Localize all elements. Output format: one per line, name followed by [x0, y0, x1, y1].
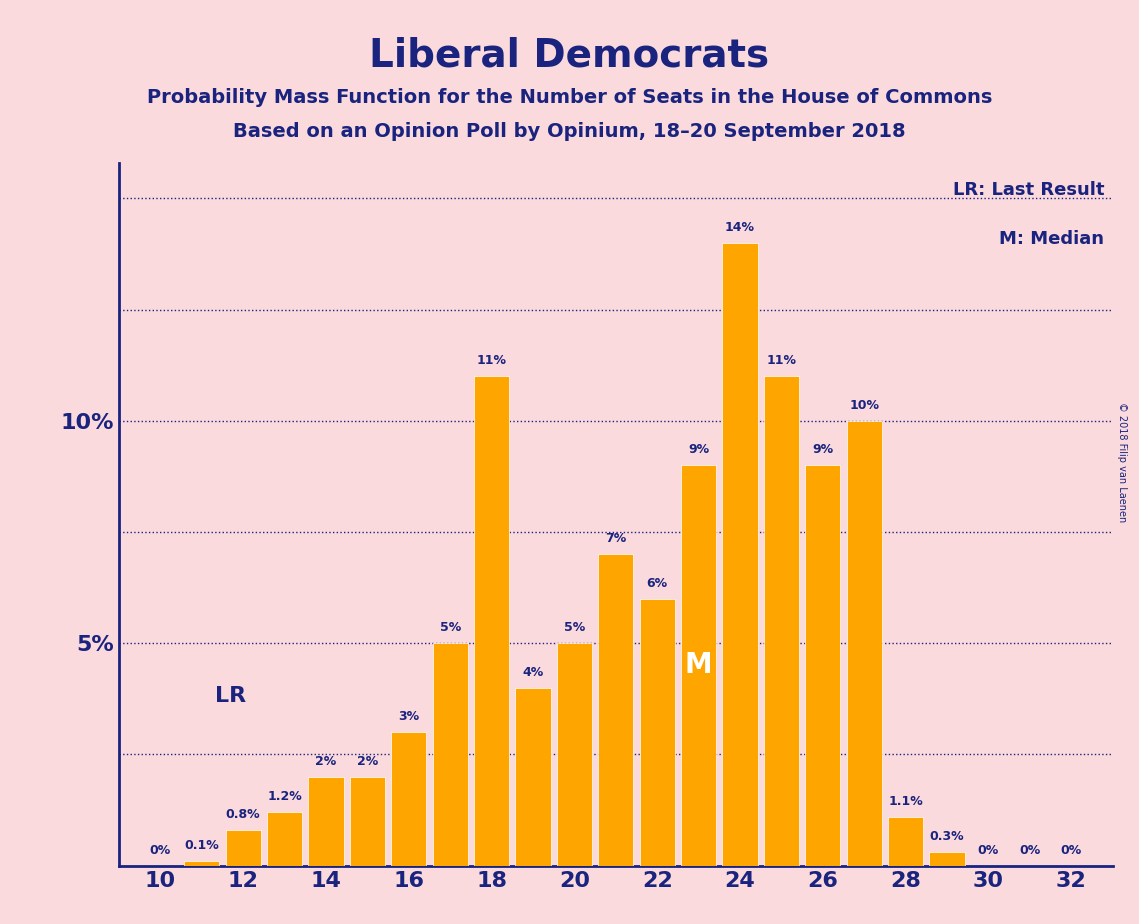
- Text: 2%: 2%: [357, 755, 378, 768]
- Bar: [640, 599, 674, 866]
- Bar: [888, 817, 924, 866]
- Text: 4%: 4%: [523, 666, 543, 679]
- Text: 0%: 0%: [1060, 844, 1082, 857]
- Text: 3%: 3%: [399, 711, 419, 723]
- Text: 0%: 0%: [977, 844, 999, 857]
- Bar: [722, 243, 757, 866]
- Text: LR: LR: [215, 686, 246, 706]
- Bar: [764, 376, 798, 866]
- Text: © 2018 Filip van Laenen: © 2018 Filip van Laenen: [1117, 402, 1126, 522]
- Text: 14%: 14%: [726, 221, 755, 234]
- Bar: [557, 643, 592, 866]
- Text: M: Median: M: Median: [999, 229, 1105, 248]
- Text: 2%: 2%: [316, 755, 336, 768]
- Bar: [474, 376, 509, 866]
- Text: 5%: 5%: [564, 621, 585, 635]
- Text: 0.3%: 0.3%: [929, 831, 965, 844]
- Text: 7%: 7%: [605, 532, 626, 545]
- Text: 6%: 6%: [647, 577, 667, 590]
- Bar: [846, 420, 882, 866]
- Text: 10%: 10%: [850, 399, 879, 412]
- Bar: [185, 861, 220, 866]
- Text: 5%: 5%: [440, 621, 461, 635]
- Bar: [681, 466, 716, 866]
- Bar: [433, 643, 468, 866]
- Text: 0%: 0%: [1019, 844, 1040, 857]
- Text: 11%: 11%: [476, 355, 507, 368]
- Bar: [309, 777, 344, 866]
- Text: Based on an Opinion Poll by Opinium, 18–20 September 2018: Based on an Opinion Poll by Opinium, 18–…: [233, 122, 906, 141]
- Text: 1.1%: 1.1%: [888, 795, 923, 808]
- Text: 11%: 11%: [767, 355, 796, 368]
- Bar: [267, 812, 302, 866]
- Bar: [226, 830, 261, 866]
- Text: 9%: 9%: [688, 444, 710, 456]
- Text: 0.8%: 0.8%: [226, 808, 261, 821]
- Text: 1.2%: 1.2%: [268, 790, 302, 803]
- Text: LR: Last Result: LR: Last Result: [953, 180, 1105, 199]
- Bar: [515, 687, 550, 866]
- Bar: [391, 732, 426, 866]
- Text: M: M: [685, 650, 712, 679]
- Text: 9%: 9%: [812, 444, 834, 456]
- Text: Liberal Democrats: Liberal Democrats: [369, 37, 770, 75]
- Bar: [350, 777, 385, 866]
- Bar: [929, 852, 965, 866]
- Bar: [805, 466, 841, 866]
- Bar: [598, 554, 633, 866]
- Text: 0.1%: 0.1%: [185, 839, 219, 852]
- Text: Probability Mass Function for the Number of Seats in the House of Commons: Probability Mass Function for the Number…: [147, 88, 992, 107]
- Text: 0%: 0%: [149, 844, 171, 857]
